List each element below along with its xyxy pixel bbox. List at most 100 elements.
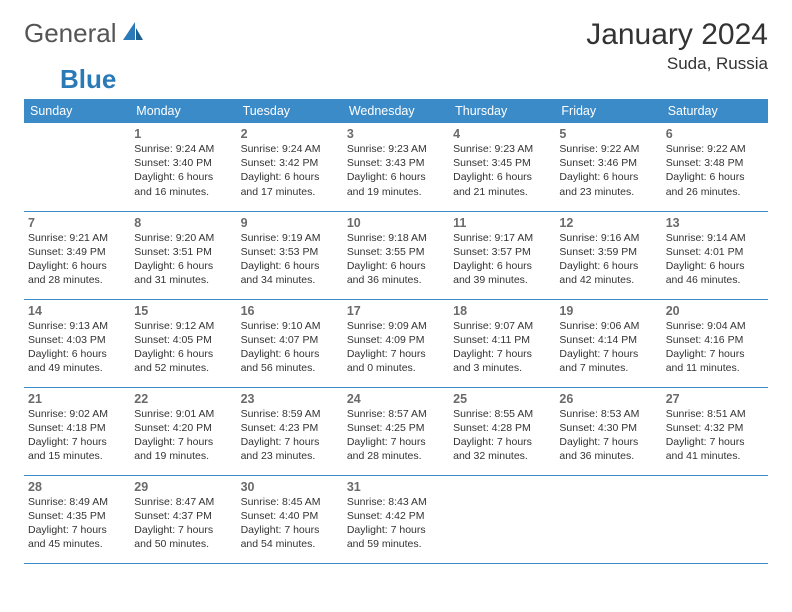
weekday-header: Thursday <box>449 99 555 123</box>
calendar-header-row: SundayMondayTuesdayWednesdayThursdayFrid… <box>24 99 768 123</box>
day-details: Sunrise: 9:09 AMSunset: 4:09 PMDaylight:… <box>347 319 445 376</box>
day-details: Sunrise: 9:02 AMSunset: 4:18 PMDaylight:… <box>28 407 126 464</box>
day-number: 12 <box>559 216 657 230</box>
day-number: 18 <box>453 304 551 318</box>
calendar-day-cell: 12Sunrise: 9:16 AMSunset: 3:59 PMDayligh… <box>555 211 661 299</box>
day-number: 23 <box>241 392 339 406</box>
calendar-week-row: 28Sunrise: 8:49 AMSunset: 4:35 PMDayligh… <box>24 475 768 563</box>
day-details: Sunrise: 9:22 AMSunset: 3:48 PMDaylight:… <box>666 142 764 199</box>
calendar-week-row: 1Sunrise: 9:24 AMSunset: 3:40 PMDaylight… <box>24 123 768 211</box>
calendar-day-cell: 27Sunrise: 8:51 AMSunset: 4:32 PMDayligh… <box>662 387 768 475</box>
calendar-day-cell: 19Sunrise: 9:06 AMSunset: 4:14 PMDayligh… <box>555 299 661 387</box>
calendar-day-cell: 7Sunrise: 9:21 AMSunset: 3:49 PMDaylight… <box>24 211 130 299</box>
day-details: Sunrise: 9:01 AMSunset: 4:20 PMDaylight:… <box>134 407 232 464</box>
calendar-week-row: 21Sunrise: 9:02 AMSunset: 4:18 PMDayligh… <box>24 387 768 475</box>
day-number: 10 <box>347 216 445 230</box>
day-number: 6 <box>666 127 764 141</box>
day-number: 19 <box>559 304 657 318</box>
calendar-day-cell: 24Sunrise: 8:57 AMSunset: 4:25 PMDayligh… <box>343 387 449 475</box>
day-details: Sunrise: 9:06 AMSunset: 4:14 PMDaylight:… <box>559 319 657 376</box>
day-details: Sunrise: 8:53 AMSunset: 4:30 PMDaylight:… <box>559 407 657 464</box>
calendar-day-cell: 21Sunrise: 9:02 AMSunset: 4:18 PMDayligh… <box>24 387 130 475</box>
month-title: January 2024 <box>586 18 768 52</box>
calendar-day-cell: 10Sunrise: 9:18 AMSunset: 3:55 PMDayligh… <box>343 211 449 299</box>
calendar-week-row: 14Sunrise: 9:13 AMSunset: 4:03 PMDayligh… <box>24 299 768 387</box>
day-details: Sunrise: 9:18 AMSunset: 3:55 PMDaylight:… <box>347 231 445 288</box>
day-number: 13 <box>666 216 764 230</box>
day-number: 11 <box>453 216 551 230</box>
day-details: Sunrise: 8:51 AMSunset: 4:32 PMDaylight:… <box>666 407 764 464</box>
day-number: 22 <box>134 392 232 406</box>
day-number: 3 <box>347 127 445 141</box>
day-number: 29 <box>134 480 232 494</box>
weekday-header: Saturday <box>662 99 768 123</box>
day-number: 21 <box>28 392 126 406</box>
calendar-table: SundayMondayTuesdayWednesdayThursdayFrid… <box>24 99 768 564</box>
calendar-day-cell: 1Sunrise: 9:24 AMSunset: 3:40 PMDaylight… <box>130 123 236 211</box>
calendar-day-cell: 23Sunrise: 8:59 AMSunset: 4:23 PMDayligh… <box>237 387 343 475</box>
day-details: Sunrise: 8:59 AMSunset: 4:23 PMDaylight:… <box>241 407 339 464</box>
day-number: 17 <box>347 304 445 318</box>
calendar-day-cell: 20Sunrise: 9:04 AMSunset: 4:16 PMDayligh… <box>662 299 768 387</box>
day-details: Sunrise: 9:22 AMSunset: 3:46 PMDaylight:… <box>559 142 657 199</box>
calendar-day-cell: 26Sunrise: 8:53 AMSunset: 4:30 PMDayligh… <box>555 387 661 475</box>
day-number: 31 <box>347 480 445 494</box>
weekday-header: Wednesday <box>343 99 449 123</box>
day-details: Sunrise: 9:16 AMSunset: 3:59 PMDaylight:… <box>559 231 657 288</box>
day-details: Sunrise: 8:45 AMSunset: 4:40 PMDaylight:… <box>241 495 339 552</box>
calendar-day-cell: 6Sunrise: 9:22 AMSunset: 3:48 PMDaylight… <box>662 123 768 211</box>
day-number: 4 <box>453 127 551 141</box>
calendar-day-cell: 22Sunrise: 9:01 AMSunset: 4:20 PMDayligh… <box>130 387 236 475</box>
day-details: Sunrise: 8:43 AMSunset: 4:42 PMDaylight:… <box>347 495 445 552</box>
day-number: 1 <box>134 127 232 141</box>
calendar-day-cell: 18Sunrise: 9:07 AMSunset: 4:11 PMDayligh… <box>449 299 555 387</box>
day-number: 7 <box>28 216 126 230</box>
day-details: Sunrise: 8:49 AMSunset: 4:35 PMDaylight:… <box>28 495 126 552</box>
calendar-day-cell: 15Sunrise: 9:12 AMSunset: 4:05 PMDayligh… <box>130 299 236 387</box>
day-number: 5 <box>559 127 657 141</box>
day-details: Sunrise: 9:24 AMSunset: 3:40 PMDaylight:… <box>134 142 232 199</box>
day-details: Sunrise: 9:24 AMSunset: 3:42 PMDaylight:… <box>241 142 339 199</box>
calendar-day-cell: 25Sunrise: 8:55 AMSunset: 4:28 PMDayligh… <box>449 387 555 475</box>
day-number: 8 <box>134 216 232 230</box>
day-number: 20 <box>666 304 764 318</box>
weekday-header: Monday <box>130 99 236 123</box>
calendar-day-cell: 28Sunrise: 8:49 AMSunset: 4:35 PMDayligh… <box>24 475 130 563</box>
calendar-day-cell: 4Sunrise: 9:23 AMSunset: 3:45 PMDaylight… <box>449 123 555 211</box>
day-details: Sunrise: 8:57 AMSunset: 4:25 PMDaylight:… <box>347 407 445 464</box>
day-details: Sunrise: 9:17 AMSunset: 3:57 PMDaylight:… <box>453 231 551 288</box>
logo-text-general: General <box>24 18 117 49</box>
calendar-day-cell: 8Sunrise: 9:20 AMSunset: 3:51 PMDaylight… <box>130 211 236 299</box>
calendar-day-cell: 29Sunrise: 8:47 AMSunset: 4:37 PMDayligh… <box>130 475 236 563</box>
calendar-day-cell: 2Sunrise: 9:24 AMSunset: 3:42 PMDaylight… <box>237 123 343 211</box>
calendar-day-cell: 3Sunrise: 9:23 AMSunset: 3:43 PMDaylight… <box>343 123 449 211</box>
day-details: Sunrise: 9:23 AMSunset: 3:43 PMDaylight:… <box>347 142 445 199</box>
day-number: 14 <box>28 304 126 318</box>
day-number: 30 <box>241 480 339 494</box>
calendar-day-cell: 31Sunrise: 8:43 AMSunset: 4:42 PMDayligh… <box>343 475 449 563</box>
day-details: Sunrise: 9:04 AMSunset: 4:16 PMDaylight:… <box>666 319 764 376</box>
day-details: Sunrise: 9:19 AMSunset: 3:53 PMDaylight:… <box>241 231 339 288</box>
day-details: Sunrise: 9:21 AMSunset: 3:49 PMDaylight:… <box>28 231 126 288</box>
logo: General <box>24 18 147 49</box>
day-number: 9 <box>241 216 339 230</box>
logo-text-blue: Blue <box>60 64 116 94</box>
day-details: Sunrise: 9:12 AMSunset: 4:05 PMDaylight:… <box>134 319 232 376</box>
day-details: Sunrise: 9:13 AMSunset: 4:03 PMDaylight:… <box>28 319 126 376</box>
calendar-day-cell: 5Sunrise: 9:22 AMSunset: 3:46 PMDaylight… <box>555 123 661 211</box>
calendar-day-cell: 17Sunrise: 9:09 AMSunset: 4:09 PMDayligh… <box>343 299 449 387</box>
day-number: 2 <box>241 127 339 141</box>
day-details: Sunrise: 8:47 AMSunset: 4:37 PMDaylight:… <box>134 495 232 552</box>
day-details: Sunrise: 9:07 AMSunset: 4:11 PMDaylight:… <box>453 319 551 376</box>
logo-sail-icon <box>121 20 145 47</box>
day-details: Sunrise: 8:55 AMSunset: 4:28 PMDaylight:… <box>453 407 551 464</box>
day-number: 28 <box>28 480 126 494</box>
day-details: Sunrise: 9:20 AMSunset: 3:51 PMDaylight:… <box>134 231 232 288</box>
calendar-day-cell: 13Sunrise: 9:14 AMSunset: 4:01 PMDayligh… <box>662 211 768 299</box>
calendar-day-cell: 9Sunrise: 9:19 AMSunset: 3:53 PMDaylight… <box>237 211 343 299</box>
calendar-empty-cell <box>24 123 130 211</box>
calendar-week-row: 7Sunrise: 9:21 AMSunset: 3:49 PMDaylight… <box>24 211 768 299</box>
calendar-day-cell: 16Sunrise: 9:10 AMSunset: 4:07 PMDayligh… <box>237 299 343 387</box>
day-number: 15 <box>134 304 232 318</box>
calendar-empty-cell <box>662 475 768 563</box>
